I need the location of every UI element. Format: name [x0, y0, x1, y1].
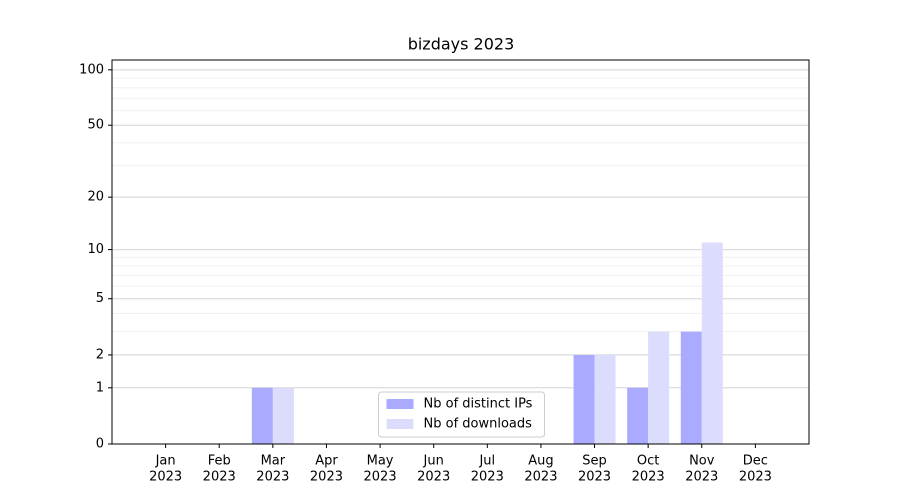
x-tick-label: 2023 — [364, 470, 397, 485]
x-tick-label: 2023 — [685, 470, 718, 485]
x-tick-label: May — [367, 454, 394, 469]
y-tick-label: 50 — [87, 118, 104, 133]
bar — [627, 387, 649, 444]
x-tick-label: 2023 — [203, 470, 236, 485]
y-tick-label: 0 — [96, 437, 104, 452]
bar — [251, 387, 273, 444]
x-tick-label: 2023 — [417, 470, 450, 485]
bar — [272, 387, 294, 444]
x-tick-label: Oct — [637, 454, 659, 469]
legend-swatch — [386, 399, 414, 409]
x-tick-label: Sep — [582, 454, 607, 469]
legend: Nb of distinct IPs Nb of downloads — [378, 391, 545, 438]
bar — [594, 354, 616, 444]
legend-frame — [378, 391, 545, 438]
x-tick-label: Apr — [315, 454, 338, 469]
y-tick-label: 100 — [79, 62, 104, 77]
bar — [573, 354, 595, 444]
x-tick-label: Jun — [423, 454, 444, 469]
plot-frame — [111, 59, 810, 445]
y-tick-label: 1 — [96, 380, 104, 395]
x-tick-label: 2023 — [149, 470, 182, 485]
x-tick-label: Mar — [261, 454, 286, 469]
y-tick-label: 10 — [87, 242, 104, 257]
x-tick-label: 2023 — [310, 470, 343, 485]
x-tick-label: 2023 — [471, 470, 504, 485]
legend-swatch — [386, 419, 414, 429]
x-tick-label: Jul — [478, 454, 495, 469]
x-tick-label: Feb — [208, 454, 231, 469]
x-tick-label: 2023 — [256, 470, 289, 485]
x-tick-label: Nov — [689, 454, 715, 469]
x-tick-label: Aug — [528, 454, 553, 469]
x-tick-label: 2023 — [578, 470, 611, 485]
legend-label: Nb of distinct IPs — [424, 397, 533, 412]
bar — [648, 331, 670, 444]
legend-label: Nb of downloads — [424, 417, 533, 432]
bar — [680, 331, 702, 444]
y-tick-label: 2 — [96, 347, 104, 362]
x-tick-label: Dec — [743, 454, 768, 469]
chart-title: bizdays 2023 — [408, 35, 515, 54]
x-tick-label: 2023 — [739, 470, 772, 485]
bar — [701, 242, 723, 444]
y-tick-label: 20 — [87, 190, 104, 205]
x-tick-label: 2023 — [524, 470, 557, 485]
y-tick-label: 5 — [96, 291, 104, 306]
x-tick-label: 2023 — [632, 470, 665, 485]
x-tick-label: Jan — [155, 454, 176, 469]
